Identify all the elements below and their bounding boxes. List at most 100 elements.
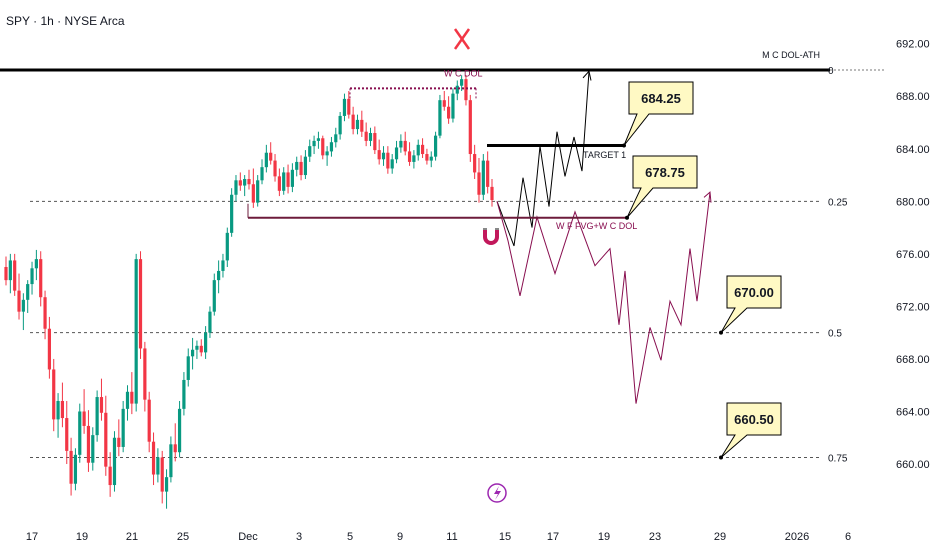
candle-body: [299, 161, 303, 176]
candle: [86, 410, 91, 472]
candle-body: [47, 328, 51, 370]
candle: [260, 159, 264, 185]
candle-body: [117, 437, 121, 447]
candle: [73, 448, 78, 491]
candle-body: [390, 159, 394, 169]
candle-body: [60, 400, 65, 419]
candle: [243, 175, 247, 197]
candle: [91, 427, 95, 471]
candle-body: [112, 437, 117, 486]
candle-body: [17, 290, 21, 312]
candle: [99, 378, 104, 421]
candle: [21, 293, 25, 331]
candle-body: [364, 131, 368, 141]
callout-box: [720, 402, 782, 458]
candle-body: [34, 259, 38, 269]
candle-body: [221, 260, 225, 271]
candle: [78, 403, 82, 463]
callout-box: [623, 81, 694, 146]
candle: [177, 400, 182, 458]
candle-body: [230, 194, 234, 233]
candle-body: [342, 98, 347, 116]
candles-layer: [4, 75, 494, 509]
candle-body: [130, 391, 134, 404]
candle-body: [468, 100, 472, 155]
candle-body: [69, 450, 73, 484]
candle-body: [338, 115, 342, 135]
candle: [39, 251, 43, 307]
time-axis: 17 19 21 25 Dec 3 5 9 11 15 17 19 23 29 2026 6: [26, 531, 851, 543]
candle: [381, 146, 386, 166]
candle-body: [238, 180, 242, 186]
candle: [69, 437, 73, 496]
candle: [160, 450, 164, 504]
candle-body: [73, 454, 78, 484]
candle-body: [377, 150, 381, 160]
candle: [125, 385, 130, 421]
candle-body: [429, 156, 433, 161]
candle-body: [56, 400, 60, 420]
candle-body: [195, 345, 199, 350]
candle-body: [52, 369, 56, 420]
candle: [212, 273, 216, 316]
candle: [121, 400, 125, 453]
candle-body: [490, 186, 494, 201]
candle-body: [347, 98, 351, 115]
candle: [386, 146, 390, 174]
candle: [264, 144, 268, 173]
annotations-layer: M C DOL-ATH W C DOL TARGET 1 W F FVG+W C DO…: [247, 28, 820, 503]
y-tick-label: 692.00: [896, 39, 930, 51]
candle-body: [138, 259, 143, 349]
x-tick-label: 23: [649, 531, 661, 543]
candle-body: [199, 345, 203, 353]
candle: [52, 358, 56, 432]
candle: [104, 395, 108, 476]
projection-paths: [496, 70, 712, 404]
candle: [230, 188, 234, 237]
candle: [282, 167, 286, 195]
candle: [143, 341, 147, 412]
candle-body: [225, 232, 229, 261]
candle: [169, 436, 173, 483]
candle: [347, 90, 351, 119]
candle: [390, 154, 394, 174]
candle-body: [351, 114, 355, 130]
x-tick-label: 25: [177, 531, 189, 543]
candle: [269, 142, 273, 165]
wc-dol-label: W C DOL: [444, 69, 483, 79]
candle-body: [420, 144, 425, 155]
candle-body: [143, 348, 147, 400]
fib-level-label: 0.5: [828, 329, 842, 340]
candle: [156, 448, 160, 483]
candle: [303, 150, 308, 179]
candle: [481, 154, 485, 201]
candle-body: [125, 391, 130, 409]
callout-value: 678.75: [645, 165, 685, 180]
candle-body: [286, 172, 290, 187]
candle-body: [30, 268, 34, 285]
callout-box: [720, 275, 782, 334]
candle-body: [204, 332, 208, 353]
candle: [190, 337, 195, 370]
candle-body: [65, 418, 69, 451]
x-tick-label: 15: [499, 531, 511, 543]
candle-body: [316, 138, 321, 141]
candle: [221, 253, 225, 278]
candle-body: [473, 154, 477, 173]
candle-body: [477, 172, 481, 195]
candle: [277, 168, 281, 197]
candle: [43, 290, 47, 340]
candle: [65, 400, 69, 465]
candle: [173, 423, 177, 462]
candle: [416, 139, 420, 161]
candle: [182, 372, 186, 416]
candle: [364, 122, 368, 147]
candle-body: [121, 408, 125, 447]
candle-body: [334, 134, 338, 143]
candle-body: [4, 267, 8, 281]
x-tick-label: 21: [126, 531, 138, 543]
price-callout: 678.75: [625, 155, 698, 220]
projection-down-path: [496, 192, 711, 404]
candle: [442, 90, 446, 111]
